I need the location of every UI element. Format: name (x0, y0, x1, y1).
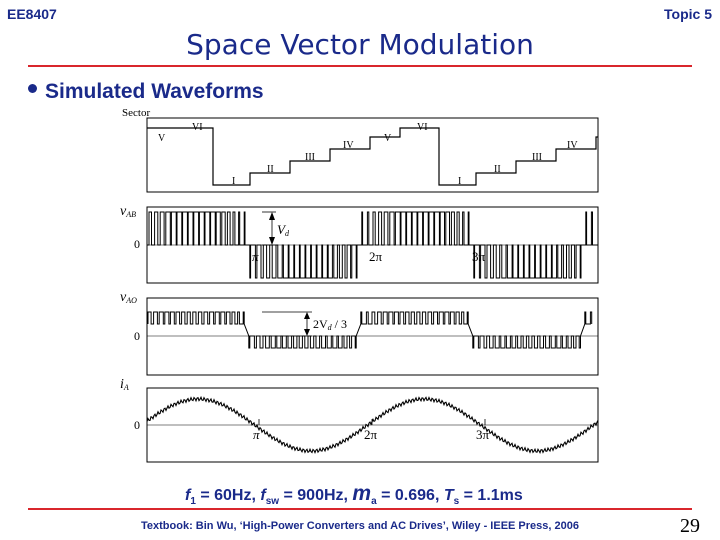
ia-label: iA (120, 377, 129, 392)
sector-label: V (158, 133, 166, 144)
footer-citation: Textbook: Bin Wu, ‘High-Power Converters… (141, 520, 579, 532)
svg-text:2Vd / 3: 2Vd / 3 (313, 317, 347, 332)
vab-2pi-label: 2π (369, 249, 383, 264)
course-code: EE8407 (7, 6, 57, 22)
vao-waveform (147, 311, 593, 349)
vao-frame (146, 297, 599, 376)
ia-2pi-label: 2π (364, 427, 378, 442)
ia-ticks (258, 419, 486, 425)
vab-3pi-label: 3π (472, 249, 486, 264)
vd-annotation: Vd (262, 211, 290, 246)
sector-label: V (384, 133, 392, 144)
sector-label: I (232, 176, 235, 187)
vao-label: vAO (120, 290, 137, 305)
sector-label: I (458, 176, 461, 187)
footer-divider (28, 508, 692, 510)
sector-label: II (267, 164, 274, 175)
sector-label: VI (417, 122, 428, 133)
svg-text:Vd: Vd (277, 222, 290, 238)
title-divider (28, 65, 692, 67)
bullet-item: Simulated Waveforms (28, 80, 264, 104)
ia-waveform (146, 395, 599, 455)
page-number: 29 (680, 515, 700, 537)
sector-label: III (532, 152, 542, 163)
simulation-parameters: f1 = 60Hz, fsw = 900Hz, ma = 0.696, Ts =… (185, 482, 523, 508)
sector-frame (146, 117, 599, 193)
vab-pi-label: π (252, 249, 259, 264)
topic-label: Topic 5 (664, 6, 712, 22)
sector-label: II (494, 164, 501, 175)
slide-title: Space Vector Modulation (186, 28, 534, 61)
two-vd-annotation: 2Vd / 3 (262, 311, 347, 337)
sector-label: VI (192, 122, 203, 133)
sector-label: III (305, 152, 315, 163)
sector-label: IV (567, 140, 578, 151)
vao-zero: 0 (134, 329, 140, 343)
sector-label: IV (343, 140, 354, 151)
bullet-text: Simulated Waveforms (45, 80, 264, 103)
vab-zero: 0 (134, 237, 140, 251)
ia-3pi-label: 3π (476, 427, 490, 442)
bullet-dot (28, 84, 37, 93)
vab-label: vAB (120, 204, 136, 219)
sector-staircase (147, 127, 598, 186)
ia-zero: 0 (134, 418, 140, 432)
ia-pi-label: π (253, 427, 260, 442)
sector-axis-label: Sector (122, 107, 150, 119)
